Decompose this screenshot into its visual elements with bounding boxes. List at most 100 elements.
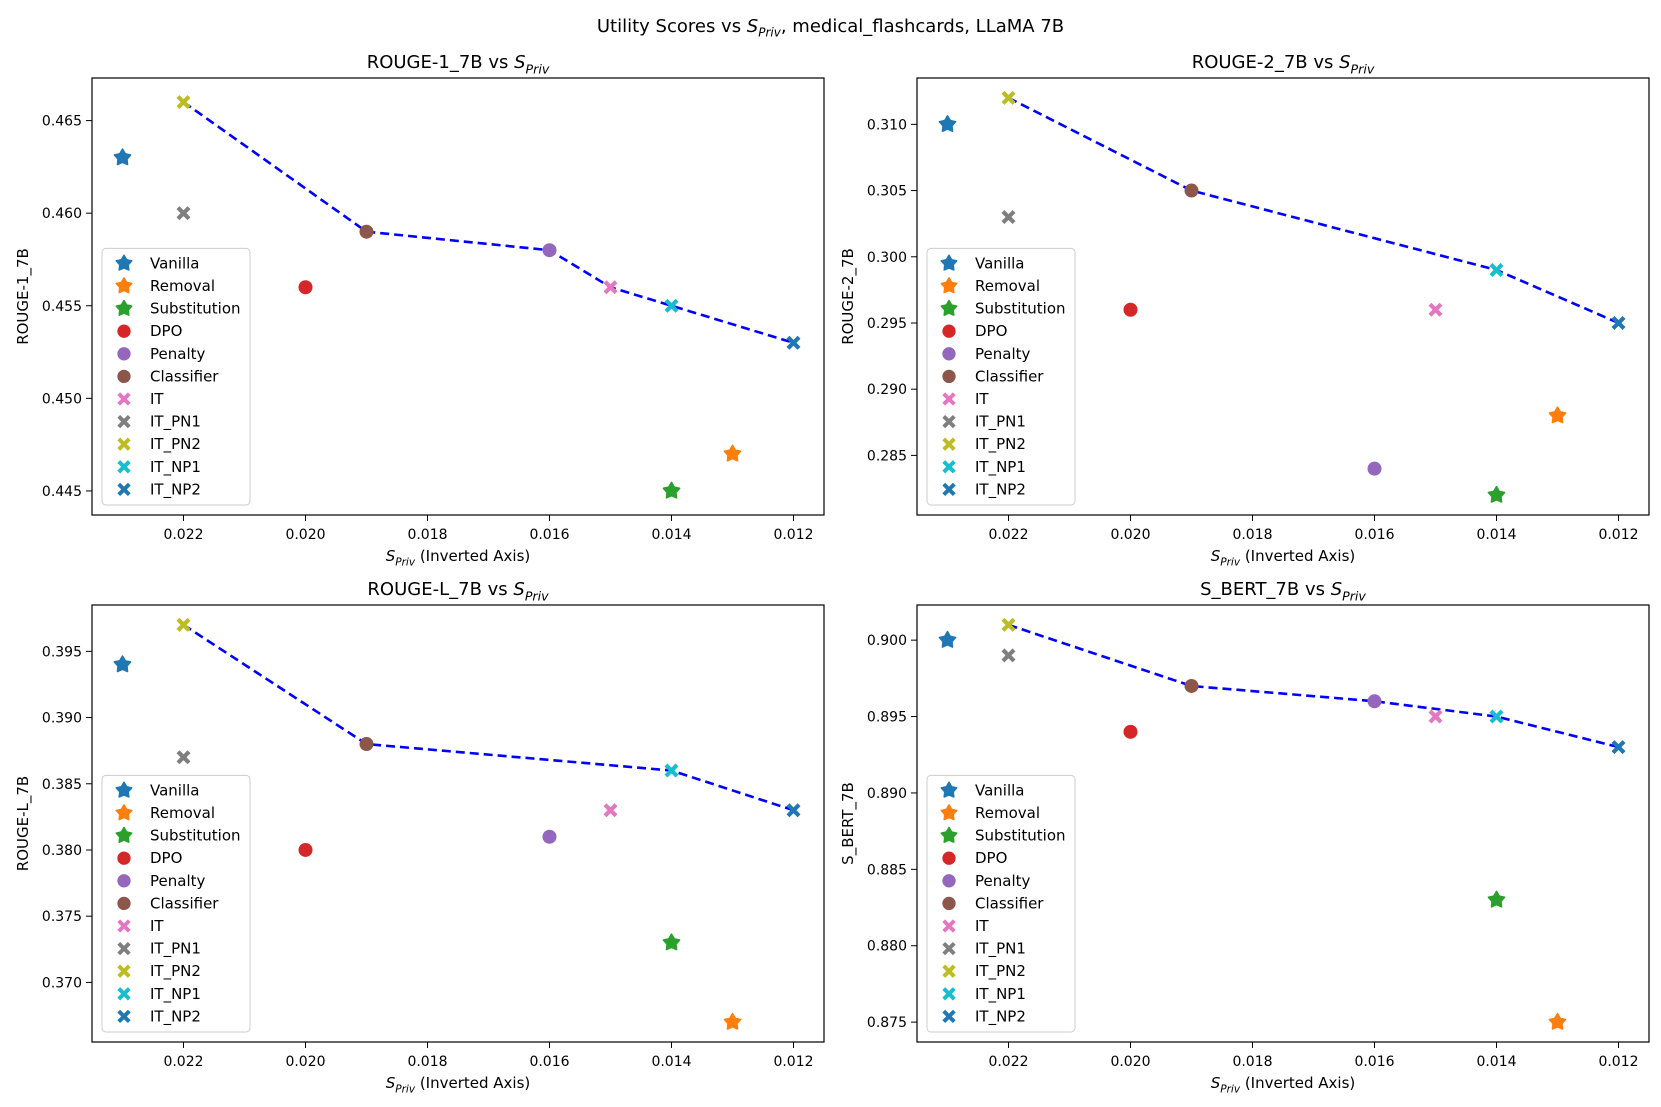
y-axis-label: ROUGE-2_7B [839,248,858,345]
legend-marker-substitution [115,299,133,316]
legend-marker-it [117,919,131,933]
point-penalty [1367,461,1382,476]
plot-area [113,95,801,499]
x-tick-label: 0.012 [1598,527,1638,543]
legend-marker-it-np2 [117,482,131,497]
legend-label: IT_PN2 [150,435,201,454]
point-substitution [1487,890,1506,908]
x-tick-label: 0.012 [1598,1054,1638,1070]
legend-box [926,247,1076,506]
y-tick-label: 0.455 [42,299,82,315]
legend-marker-it-np2 [117,1009,131,1024]
legend-marker-vanilla [940,254,958,271]
y-tick-label: 0.290 [867,382,907,398]
y-tick-label: 0.285 [867,448,907,464]
axes-frame [916,77,1650,516]
x-tick-label: 0.016 [1354,1054,1394,1070]
legend-label: Classifier [975,367,1044,385]
legend-label: IT_NP2 [150,1007,201,1026]
x-tick-label: 0.020 [285,527,325,543]
y-tick-label: 0.460 [42,206,82,222]
point-vanilla [113,148,132,166]
legend-label: Removal [150,804,215,822]
legend-marker-penalty [117,874,131,888]
legend-label: DPO [150,322,182,340]
legend-label: Substitution [975,827,1066,845]
point-it-np2 [1611,315,1626,330]
chart-title: ROUGE-1_7B vs SPriv [367,52,550,76]
point-penalty [542,829,557,844]
legend-label: IT_NP2 [975,1007,1026,1026]
point-penalty [542,243,557,258]
legend-marker-it-np1 [942,460,956,474]
x-tick-label: 0.022 [988,527,1028,543]
chart-panel-3: ROUGE-L_7B vs SPriv 0.022 0.020 0.018 0.016 0… [14,579,825,1096]
x-tick-label: 0.022 [163,1054,203,1070]
legend-marker-it-pn1 [117,941,131,956]
legend-label: Classifier [150,894,219,912]
legend-label: DPO [150,849,182,867]
point-removal [723,1012,742,1030]
point-it-pn1 [176,206,191,221]
legend-marker-dpo [942,324,956,338]
point-it-pn1 [1001,648,1016,663]
x-tick-label: 0.014 [1476,1054,1516,1070]
legend-box [926,774,1076,1033]
x-tick-label: 0.016 [529,527,569,543]
legend-marker-it-np1 [117,460,131,474]
x-tick-label: 0.022 [988,1054,1028,1070]
legend-marker-it [942,392,956,406]
point-it [603,803,618,818]
legend-label: IT_PN1 [150,413,201,432]
y-tick-label: 0.900 [867,633,907,649]
legend-label: Removal [150,277,215,295]
legend-label: IT_PN2 [975,962,1026,981]
legend-marker-vanilla [940,781,958,798]
y-tick-label: 0.300 [867,250,907,266]
point-classifier [359,224,374,239]
legend-label: Penalty [975,345,1030,363]
axes-frame [91,77,825,516]
chart-panel-2: ROUGE-2_7B vs SPriv 0.022 0.020 0.018 0.016 0… [839,52,1650,569]
point-removal [1548,406,1567,424]
x-tick-label: 0.020 [285,1054,325,1070]
plot-area [938,90,1626,503]
x-axis-label: SPriv (Inverted Axis) [1211,1074,1356,1096]
pareto-frontier-line [182,623,794,812]
legend-marker-dpo [942,851,956,865]
legend-label: Substitution [150,300,241,318]
legend-marker-classifier [942,369,956,384]
y-tick-label: 0.390 [42,711,82,727]
legend: Vanilla Removal Substitution DPO Penalty Clas… [101,247,251,506]
legend-marker-it-pn1 [942,941,956,956]
legend-marker-it-pn1 [942,414,956,429]
legend-label: IT_PN2 [150,962,201,981]
point-it-np2 [786,335,801,350]
legend-label: IT_PN1 [975,940,1026,959]
figure-suptitle: Utility Scores vs SPriv, medical_flashca… [596,16,1065,40]
legend-marker-classifier [942,896,956,911]
x-tick-label: 0.022 [163,527,203,543]
plot-area [938,617,1626,1030]
legend-marker-it-pn2 [117,437,131,451]
y-tick-label: 0.445 [42,484,82,500]
legend: Vanilla Removal Substitution DPO Penalty Clas… [926,774,1076,1033]
legend-marker-it [942,919,956,933]
legend: Vanilla Removal Substitution DPO Penalty Clas… [926,247,1076,506]
y-tick-label: 0.380 [42,843,82,859]
point-it-np1 [664,763,679,778]
point-classifier [359,737,374,752]
legend-marker-it-np1 [942,987,956,1001]
legend-box [101,774,251,1033]
legend-marker-removal [115,277,133,294]
legend-label: IT_NP1 [975,458,1026,477]
legend-label: Penalty [150,872,205,890]
legend-marker-it-pn2 [942,964,956,978]
legend-label: Penalty [150,345,205,363]
x-axis-label: SPriv (Inverted Axis) [386,547,531,569]
point-dpo [1123,724,1138,739]
legend-box [101,247,251,506]
x-tick-label: 0.012 [773,527,813,543]
legend-label: DPO [975,849,1007,867]
